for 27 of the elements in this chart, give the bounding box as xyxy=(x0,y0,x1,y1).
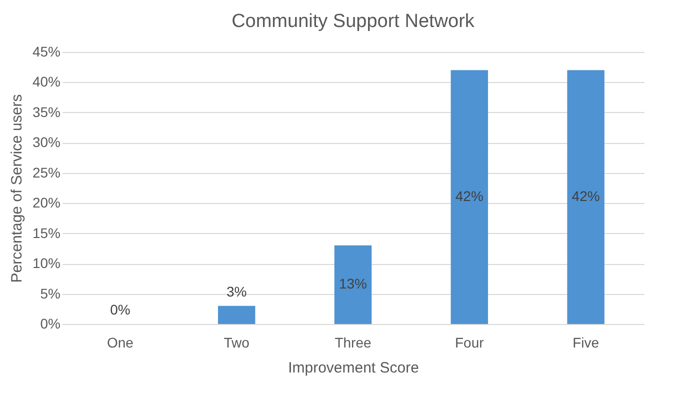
x-tick-label: Two xyxy=(224,334,250,350)
bar xyxy=(567,70,604,324)
x-axis-title: Improvement Score xyxy=(288,360,419,376)
y-tick-label: 15% xyxy=(32,224,60,241)
y-tick-label: 30% xyxy=(32,134,60,150)
x-tick-label: Three xyxy=(334,334,372,350)
y-tick-label: 35% xyxy=(32,104,60,120)
data-label: 13% xyxy=(338,276,368,292)
bar xyxy=(218,306,256,324)
y-tick-label: 45% xyxy=(32,44,60,60)
data-label: 0% xyxy=(110,301,130,318)
y-axis-title: Percentage of Service users xyxy=(8,94,26,283)
data-label: 42% xyxy=(572,188,600,204)
x-tick-label: One xyxy=(106,334,134,350)
bar xyxy=(450,70,488,324)
bar xyxy=(334,245,372,324)
y-tick-label: 40% xyxy=(32,74,60,90)
y-tick-label: 5% xyxy=(40,285,60,302)
y-tick-label: 25% xyxy=(32,164,60,180)
x-tick-label: Four xyxy=(455,334,484,350)
y-tick-label: 10% xyxy=(32,255,60,272)
y-tick-label: 20% xyxy=(32,194,60,211)
y-tick-label: 0% xyxy=(40,316,60,332)
data-label: 42% xyxy=(455,188,484,204)
data-label: 3% xyxy=(226,283,247,300)
x-tick-label: Five xyxy=(572,334,600,350)
chart-title: Community Support Network xyxy=(232,11,475,32)
